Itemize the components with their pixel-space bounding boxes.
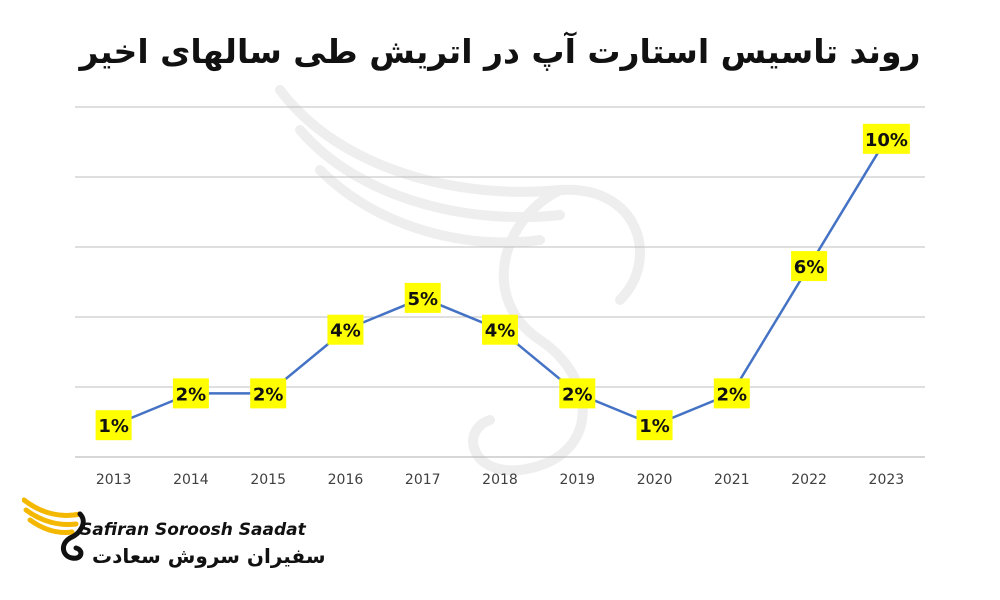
- data-label-text: 2%: [717, 384, 748, 405]
- data-label-background: [713, 378, 750, 409]
- data-label-background: [559, 378, 596, 409]
- x-tick-label: 2018: [482, 472, 518, 488]
- data-label-text: 1%: [639, 416, 670, 437]
- data-point-label: 2%: [250, 378, 287, 409]
- data-label-text: 2%: [562, 384, 593, 405]
- data-point-label: 1%: [636, 410, 673, 441]
- data-point-label: 10%: [862, 123, 910, 154]
- series-line: [113, 138, 888, 427]
- x-tick-label: 2022: [791, 472, 827, 488]
- x-tick-label: 2016: [328, 472, 364, 488]
- bird-logo-icon: [22, 497, 86, 561]
- data-label-background: [172, 378, 209, 409]
- data-label-background: [862, 123, 910, 154]
- data-label-text: 6%: [794, 257, 825, 278]
- data-label-text: 4%: [485, 321, 516, 342]
- x-tick-label: 2020: [637, 472, 673, 488]
- data-point-label: 1%: [95, 410, 132, 441]
- x-tick-label: 2013: [96, 472, 132, 488]
- logo-text-persian: سفیران سروش سعادت: [92, 544, 326, 568]
- data-point-label: 2%: [713, 378, 750, 409]
- x-tick-label: 2019: [559, 472, 595, 488]
- data-label-text: 4%: [330, 321, 361, 342]
- data-label-background: [95, 410, 132, 441]
- data-point-label: 2%: [559, 378, 596, 409]
- x-tick-label: 2023: [869, 472, 905, 488]
- x-tick-label: 2015: [250, 472, 286, 488]
- data-label-text: 2%: [176, 384, 207, 405]
- data-label-text: 10%: [865, 130, 908, 151]
- x-tick-label: 2017: [405, 472, 441, 488]
- x-tick-label: 2021: [714, 472, 750, 488]
- data-label-background: [791, 251, 828, 282]
- data-label-background: [636, 410, 673, 441]
- data-label-text: 2%: [253, 384, 284, 405]
- data-point-label: 4%: [482, 314, 518, 345]
- data-point-label: 2%: [172, 378, 209, 409]
- data-label-background: [250, 378, 287, 409]
- data-label-background: [404, 282, 441, 313]
- data-point-label: 6%: [791, 251, 828, 282]
- data-label-text: 5%: [407, 289, 438, 310]
- data-label-background: [482, 314, 518, 345]
- data-point-label: 4%: [327, 314, 364, 345]
- chart-title: روند تاسیس استارت آپ در اتریش طی سالهای …: [79, 32, 921, 71]
- data-label-background: [327, 314, 364, 345]
- x-tick-label: 2014: [173, 472, 209, 488]
- logo: Safiran Soroosh Saadat سفیران سروش سعادت: [22, 492, 326, 582]
- logo-text-english: Safiran Soroosh Saadat: [80, 520, 306, 540]
- data-point-label: 5%: [404, 282, 441, 313]
- data-label-text: 1%: [98, 416, 129, 437]
